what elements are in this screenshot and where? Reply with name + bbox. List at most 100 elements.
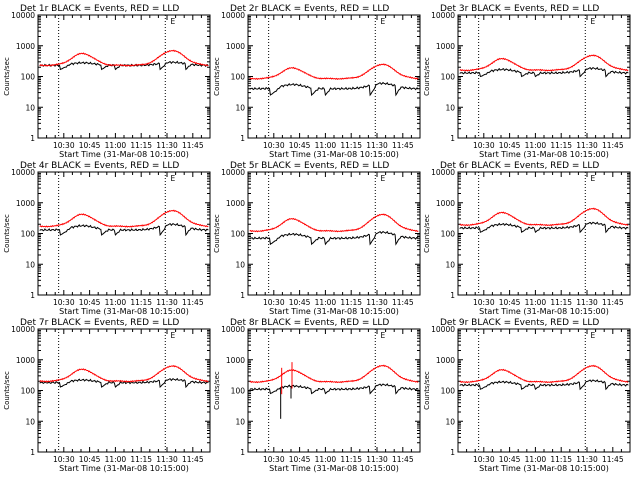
y-tick-label: 1000 — [16, 42, 35, 51]
series-events — [39, 377, 209, 389]
y-tick-label: 10000 — [11, 11, 35, 20]
x-tick-label: 11:15 — [130, 141, 152, 150]
plot-frame — [37, 328, 211, 453]
plot-frame — [37, 171, 211, 296]
y-tick-label: 100 — [441, 230, 456, 239]
x-axis-label: Start Time (31-Mar-08 10:15:00) — [269, 150, 399, 159]
panel-det-9r: Det 9r BLACK = Events, RED = LLD 1 10 100 10… — [423, 318, 631, 473]
x-tick-label: 11:45 — [182, 298, 204, 307]
x-tick-label: 11:45 — [602, 455, 624, 464]
y-tick-label: 1000 — [436, 356, 455, 365]
y-tick-label: 1 — [30, 291, 35, 300]
x-tick-label: 11:30 — [576, 455, 598, 464]
x-tick-label: 10:45 — [289, 455, 311, 464]
y-tick-label: 100 — [21, 387, 36, 396]
panel-title: Det 5r BLACK = Events, RED = LLD — [230, 161, 389, 171]
y-axis-label: Counts/sec — [3, 371, 11, 410]
x-tick-label: 11:00 — [315, 455, 337, 464]
y-axis-label: Counts/sec — [213, 214, 221, 253]
x-axis-label: Start Time (31-Mar-08 10:15:00) — [59, 464, 189, 473]
x-tick-label: 10:30 — [473, 298, 495, 307]
y-axis-label: Counts/sec — [213, 371, 221, 410]
x-tick-label: 10:30 — [473, 141, 495, 150]
y-tick-label: 100 — [21, 73, 36, 82]
x-tick-label: 10:45 — [289, 141, 311, 150]
series-events — [39, 60, 209, 71]
x-tick-label: 11:00 — [525, 141, 547, 150]
y-tick-label: 10 — [25, 260, 35, 269]
x-tick-label: 10:30 — [263, 455, 285, 464]
panel-title: Det 2r BLACK = Events, RED = LLD — [230, 4, 389, 14]
x-tick-label: 10:30 — [473, 455, 495, 464]
series-lld — [459, 54, 629, 72]
marker-label: E — [380, 174, 385, 183]
x-tick-label: 11:45 — [182, 455, 204, 464]
panel-det-3r: Det 3r BLACK = Events, RED = LLD 1 10 100 10… — [423, 4, 631, 159]
x-tick-label: 11:00 — [105, 455, 127, 464]
y-axis-label: Counts/sec — [3, 57, 11, 96]
x-axis-label: Start Time (31-Mar-08 10:15:00) — [59, 307, 189, 316]
y-tick-label: 10000 — [11, 168, 35, 177]
x-tick-label: 11:45 — [602, 298, 624, 307]
x-tick-label: 11:45 — [392, 141, 414, 150]
x-tick-label: 11:15 — [130, 455, 152, 464]
panel-title: Det 1r BLACK = Events, RED = LLD — [20, 4, 179, 14]
x-tick-label: 10:45 — [499, 141, 521, 150]
x-tick-label: 11:15 — [550, 141, 572, 150]
y-tick-label: 1000 — [436, 42, 455, 51]
x-tick-label: 11:30 — [366, 298, 388, 307]
panel-det-8r: Det 8r BLACK = Events, RED = LLD 1 10 100 10… — [213, 318, 421, 473]
y-tick-label: 10 — [235, 103, 245, 112]
y-axis-label: Counts/sec — [3, 214, 11, 253]
marker-label: E — [170, 331, 175, 340]
marker-label: E — [590, 17, 595, 26]
y-tick-label: 100 — [231, 73, 246, 82]
x-tick-label: 10:45 — [499, 298, 521, 307]
y-tick-label: 1 — [450, 448, 455, 457]
x-axis-label: Start Time (31-Mar-08 10:15:00) — [479, 150, 609, 159]
x-tick-label: 11:00 — [105, 298, 127, 307]
x-tick-label: 11:30 — [366, 141, 388, 150]
panel-det-1r: Det 1r BLACK = Events, RED = LLD 1 10 100 10… — [3, 4, 211, 159]
series-lld — [459, 207, 629, 227]
x-tick-label: 10:30 — [53, 455, 75, 464]
x-tick-label: 11:15 — [550, 455, 572, 464]
y-tick-label: 1 — [240, 448, 245, 457]
x-tick-label: 10:30 — [53, 298, 75, 307]
y-axis-label: Counts/sec — [423, 214, 431, 253]
x-tick-label: 10:30 — [263, 298, 285, 307]
series-events — [249, 230, 419, 246]
y-tick-label: 10000 — [431, 168, 455, 177]
y-tick-label: 1 — [30, 448, 35, 457]
x-tick-label: 11:00 — [315, 298, 337, 307]
series-lld — [249, 364, 419, 384]
y-tick-label: 10 — [25, 103, 35, 112]
marker-label: E — [590, 331, 595, 340]
series-events — [249, 383, 419, 395]
y-tick-label: 1000 — [226, 42, 245, 51]
x-tick-label: 11:15 — [130, 298, 152, 307]
y-tick-label: 1 — [450, 291, 455, 300]
x-axis-label: Start Time (31-Mar-08 10:15:00) — [479, 307, 609, 316]
x-axis-label: Start Time (31-Mar-08 10:15:00) — [269, 307, 399, 316]
y-tick-label: 1000 — [16, 199, 35, 208]
series-lld — [39, 364, 209, 383]
x-tick-label: 11:00 — [105, 141, 127, 150]
panel-title: Det 8r BLACK = Events, RED = LLD — [230, 318, 389, 328]
series-events — [249, 81, 419, 97]
x-tick-label: 11:00 — [525, 455, 547, 464]
series-events — [459, 66, 629, 78]
x-tick-label: 11:45 — [392, 455, 414, 464]
y-tick-label: 100 — [21, 230, 36, 239]
panel-title: Det 6r BLACK = Events, RED = LLD — [440, 161, 599, 171]
marker-label: E — [170, 17, 175, 26]
y-tick-label: 10000 — [431, 325, 455, 334]
series-lld — [249, 213, 419, 233]
x-tick-label: 11:30 — [156, 298, 178, 307]
x-tick-label: 11:30 — [576, 141, 598, 150]
y-tick-label: 10000 — [431, 11, 455, 20]
x-tick-label: 10:45 — [79, 455, 101, 464]
series-lld — [459, 364, 629, 384]
x-tick-label: 11:15 — [340, 455, 362, 464]
